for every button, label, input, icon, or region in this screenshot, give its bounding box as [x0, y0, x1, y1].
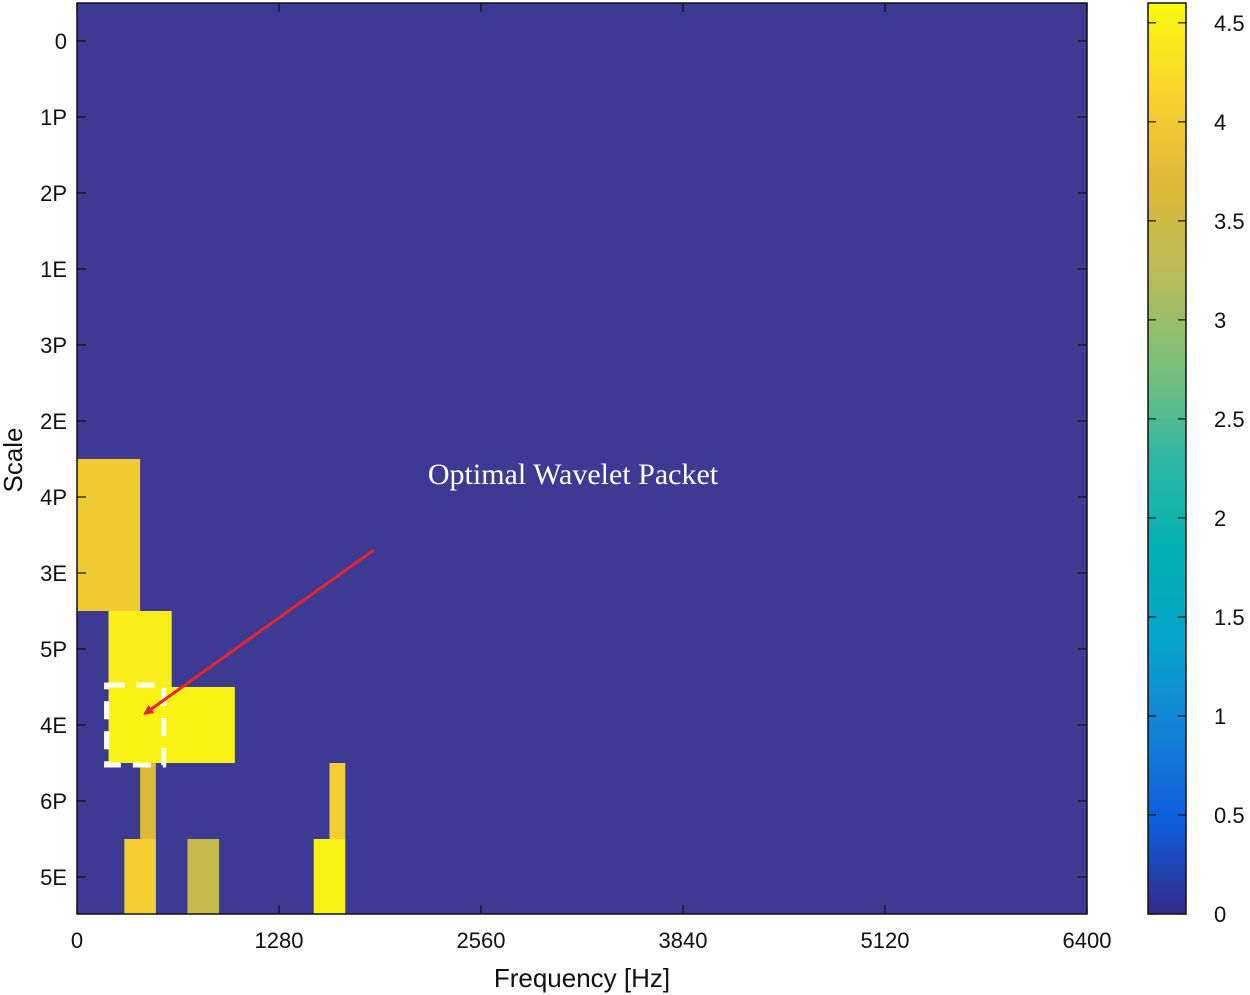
plot-background — [77, 3, 1087, 914]
x-tick-label: 3840 — [659, 928, 708, 953]
plot-frame — [76, 2, 1088, 915]
y-axis-ticks: 0 1P 2P 1E 3P 2E 4P 3E 5P 4E 6P 5E — [40, 29, 1087, 890]
y-tick-label: 5E — [40, 865, 67, 890]
x-tick-label: 6400 — [1063, 928, 1112, 953]
colorbar-tick-label: 3 — [1214, 308, 1226, 333]
x-tick-label: 5120 — [861, 928, 910, 953]
annotation-label: Optimal Wavelet Packet — [428, 458, 719, 491]
heatmap-cell-4 — [124, 839, 156, 914]
x-axis-label: Frequency [Hz] — [494, 963, 670, 993]
colorbar-tick-label: 1.5 — [1214, 605, 1245, 630]
colorbar-tick-label: 4.5 — [1214, 11, 1245, 36]
y-tick-label: 1P — [40, 105, 67, 130]
heatmap-cell-0 — [77, 459, 141, 611]
colorbar-tick-label: 3.5 — [1214, 209, 1245, 234]
y-tick-label: 6P — [40, 789, 67, 814]
heatmap-cell-6 — [329, 763, 346, 839]
annotation-arrow-group — [143, 548, 375, 715]
heatmap-cell-2 — [108, 687, 235, 763]
annotation-arrow — [143, 548, 375, 715]
y-tick-label: 4P — [40, 485, 67, 510]
x-tick-label: 1280 — [255, 928, 304, 953]
colorbar-tick-label: 4 — [1214, 110, 1226, 135]
x-tick-label: 2560 — [457, 928, 506, 953]
colorbar-tick-label: 1 — [1214, 704, 1226, 729]
heatmap-cell-1 — [108, 611, 172, 687]
heatmap-cells — [77, 459, 346, 914]
heatmap-cell-5 — [187, 839, 220, 914]
heatmap-cell-7 — [313, 839, 346, 914]
colorbar — [1147, 2, 1187, 915]
colorbar-tick-label: 0.5 — [1214, 803, 1245, 828]
y-tick-label: 3P — [40, 333, 67, 358]
heatmap-cell-3 — [140, 763, 156, 839]
colorbar-tick-label: 2 — [1214, 506, 1226, 531]
x-tick-label: 0 — [71, 928, 83, 953]
colorbar-ticks: 0 0.5 1 1.5 2 2.5 3 3.5 4 4.5 — [1148, 11, 1245, 927]
x-axis-ticks: 0 1280 2560 3840 5120 6400 — [71, 3, 1112, 953]
colorbar-tick-label: 0 — [1214, 902, 1226, 927]
y-tick-label: 0 — [55, 29, 67, 54]
y-tick-label: 4E — [40, 713, 67, 738]
y-tick-label: 2E — [40, 409, 67, 434]
colorbar-tick-label: 2.5 — [1214, 407, 1245, 432]
y-tick-label: 1E — [40, 257, 67, 282]
y-tick-label: 3E — [40, 561, 67, 586]
y-tick-label: 2P — [40, 181, 67, 206]
y-axis-label: Scale — [0, 427, 28, 492]
y-tick-label: 5P — [40, 637, 67, 662]
optimal-packet-highlight — [104, 682, 167, 768]
